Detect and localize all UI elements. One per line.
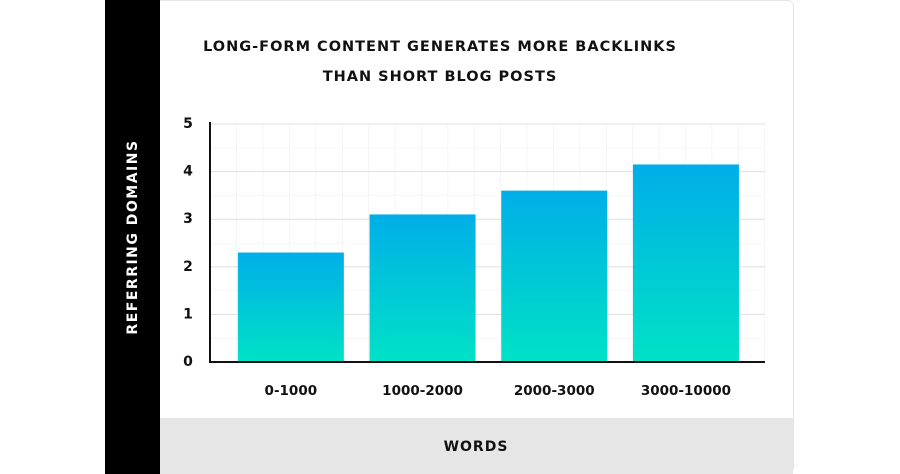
chart-title: LONG-FORM CONTENT GENERATES MORE BACKLIN… bbox=[203, 39, 677, 55]
x-tick-label: 0-1000 bbox=[265, 383, 318, 399]
bar bbox=[369, 214, 476, 362]
x-label-band bbox=[160, 418, 793, 474]
x-tick-label: 1000-2000 bbox=[382, 383, 463, 399]
chart-title: THAN SHORT BLOG POSTS bbox=[323, 69, 558, 85]
y-tick-label: 4 bbox=[183, 164, 193, 180]
y-axis-label: REFERRING DOMAINS bbox=[125, 139, 141, 334]
y-label-band bbox=[105, 0, 160, 474]
x-tick-label: 3000-10000 bbox=[641, 383, 731, 399]
y-tick-label: 2 bbox=[183, 259, 193, 275]
bar bbox=[501, 190, 608, 362]
y-tick-label: 0 bbox=[183, 354, 193, 370]
bar bbox=[237, 252, 344, 362]
y-tick-label: 5 bbox=[183, 116, 193, 132]
x-tick-label: 2000-3000 bbox=[514, 383, 595, 399]
bar bbox=[632, 164, 739, 362]
x-axis-label: WORDS bbox=[444, 439, 509, 455]
y-tick-label: 3 bbox=[183, 211, 193, 227]
y-tick-label: 1 bbox=[183, 306, 193, 322]
